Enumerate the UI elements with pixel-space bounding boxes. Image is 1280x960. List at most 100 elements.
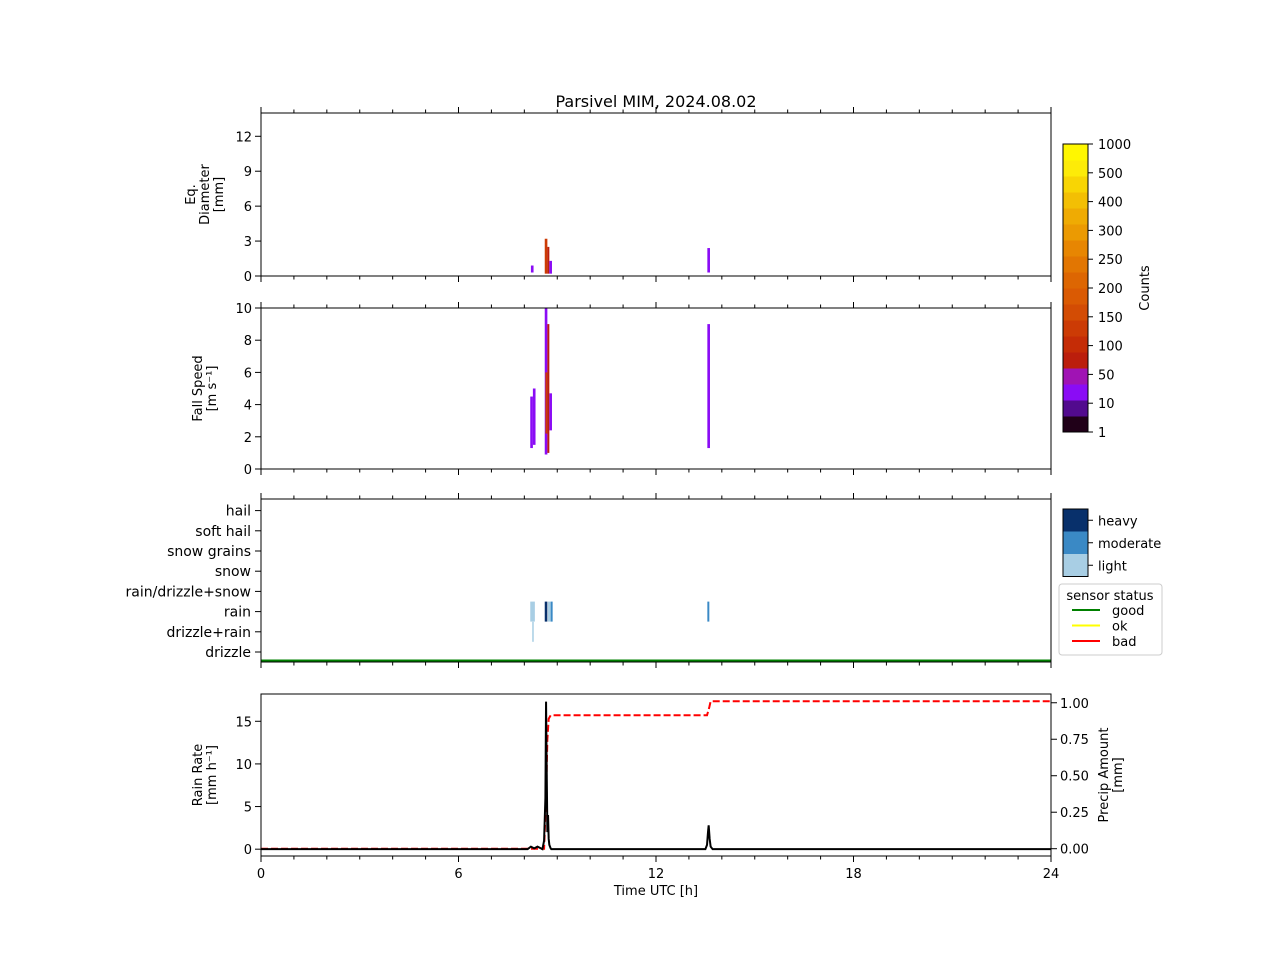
fall_speed-cell	[530, 396, 533, 449]
weather-category-label: hail	[226, 504, 251, 520]
weather-category-label: soft hail	[195, 524, 251, 540]
colorbar-tick-label: 50	[1098, 368, 1115, 383]
diameter-cell	[549, 260, 552, 274]
y-tick-label: 3	[244, 235, 252, 250]
rain-rate-ylabel: Rain Rate [mm h⁻¹]	[191, 744, 220, 807]
sensor-legend-box	[1058, 583, 1163, 656]
y-axis-label-line: Fall Speed	[191, 355, 206, 421]
colorbar-segment	[1063, 192, 1088, 209]
diameter-cell	[530, 265, 534, 273]
colorbar-segment	[1063, 272, 1088, 289]
y-axis-label-line: [mm]	[212, 177, 227, 212]
y-tick-label: 15	[235, 715, 252, 730]
y-axis-label-line: Rain Rate	[191, 744, 206, 807]
weather-type-cell	[707, 601, 710, 622]
colorbar-segment	[1063, 288, 1088, 305]
sensor-legend-label: bad	[1112, 635, 1136, 650]
y-tick-label: 5	[244, 801, 252, 816]
colorbar-tick-label: 10	[1098, 397, 1115, 412]
intensity-swatch	[1063, 531, 1088, 554]
intensity-swatch	[1063, 554, 1088, 577]
colorbar-tick-label: 400	[1098, 196, 1123, 211]
sensor-legend-label: ok	[1112, 620, 1128, 635]
colorbar-segment	[1063, 160, 1088, 177]
weather-type-cell	[530, 601, 535, 622]
intensity-frame	[1062, 508, 1089, 577]
intensity-label: moderate	[1098, 537, 1161, 552]
y-tick-label: 2	[244, 431, 252, 446]
diameter-cell	[707, 248, 710, 273]
x-tick-label: 0	[257, 867, 265, 882]
y2-tick-label: 0.75	[1060, 733, 1089, 748]
y-tick-label: 6	[244, 200, 252, 215]
weather-category-label: drizzle+rain	[166, 625, 251, 641]
y-axis-label-line: Eq.	[184, 184, 199, 205]
colorbar-tick-label: 300	[1098, 224, 1123, 239]
y2-tick-label: 0.50	[1060, 770, 1089, 785]
weather-type-cell	[544, 601, 548, 622]
colorbar-segment	[1063, 400, 1088, 417]
colorbar-label: Counts	[1138, 265, 1153, 311]
figure-title: Parsivel MIM, 2024.08.02	[555, 92, 756, 111]
precip-amount-ylabel: Precip Amount [mm]	[1097, 728, 1126, 823]
rain-rate-line	[261, 701, 1051, 851]
weather-category-label: rain/drizzle+snow	[126, 584, 251, 600]
colorbar-segment	[1063, 304, 1088, 321]
y-tick-label: 10	[235, 302, 252, 317]
y2-tick-label: 0.00	[1060, 843, 1089, 858]
weather-type-cell	[550, 601, 553, 622]
colorbar-tick-label: 1	[1098, 426, 1106, 441]
weather-category-label: drizzle	[205, 645, 251, 661]
fall_speed-cell	[547, 324, 550, 453]
intensity-swatch	[1063, 509, 1088, 532]
x-axis-label: Time UTC [h]	[613, 884, 698, 899]
fall_speed-cell	[545, 372, 548, 434]
y-tick-label: 10	[235, 758, 252, 773]
y-axis-label-line: [mm h⁻¹]	[205, 745, 220, 805]
colorbar-tick-label: 500	[1098, 167, 1123, 182]
y-tick-label: 4	[244, 399, 252, 414]
y-axis-label-line: Precip Amount	[1097, 728, 1112, 823]
colorbar-segment	[1063, 208, 1088, 225]
fall_speed-cell	[707, 324, 710, 449]
y-tick-label: 6	[244, 366, 252, 381]
y-axis-label-line: Diameter	[198, 164, 213, 225]
colorbar-tick-label: 150	[1098, 311, 1123, 326]
fall_speed-cell	[549, 393, 552, 431]
colorbar-segment	[1063, 416, 1088, 433]
weather-type-cell	[532, 621, 534, 642]
weather-category-label: snow	[215, 564, 251, 580]
weather-category-label: rain	[224, 605, 251, 621]
colorbar-segment	[1063, 224, 1088, 241]
colorbar-tick-label: 1000	[1098, 138, 1131, 153]
y-tick-label: 0	[244, 463, 252, 478]
x-tick-label: 6	[454, 867, 462, 882]
colorbar-segment	[1063, 352, 1088, 369]
diameter-ylabel: Eq. Diameter [mm]	[184, 164, 227, 225]
colorbar-segment	[1063, 176, 1088, 193]
diameter-cell	[544, 238, 548, 274]
weather-category-label: snow grains	[167, 544, 251, 560]
sensor-legend-label: good	[1112, 604, 1144, 619]
colorbar-segment	[1063, 240, 1088, 257]
weather-type-axes-frame	[260, 498, 1052, 663]
x-tick-label: 24	[1043, 867, 1060, 882]
colorbar-segment	[1063, 256, 1088, 273]
x-tick-label: 18	[845, 867, 862, 882]
y2-tick-label: 0.25	[1060, 806, 1089, 821]
fall_speed-cell	[532, 388, 536, 445]
y-tick-label: 0	[244, 270, 252, 285]
y2-tick-label: 1.00	[1060, 697, 1089, 712]
diameter-cell	[547, 246, 550, 274]
y-tick-label: 0	[244, 843, 252, 858]
colorbar-segment	[1063, 144, 1088, 161]
colorbar-tick-label: 100	[1098, 340, 1123, 355]
weather-type-cell	[548, 601, 551, 622]
intensity-label: heavy	[1098, 514, 1138, 529]
y-axis-label-line: [mm]	[1111, 757, 1126, 792]
rain-axes-frame	[260, 693, 1052, 857]
y-tick-label: 12	[235, 130, 252, 145]
colorbar-tick-label: 200	[1098, 282, 1123, 297]
